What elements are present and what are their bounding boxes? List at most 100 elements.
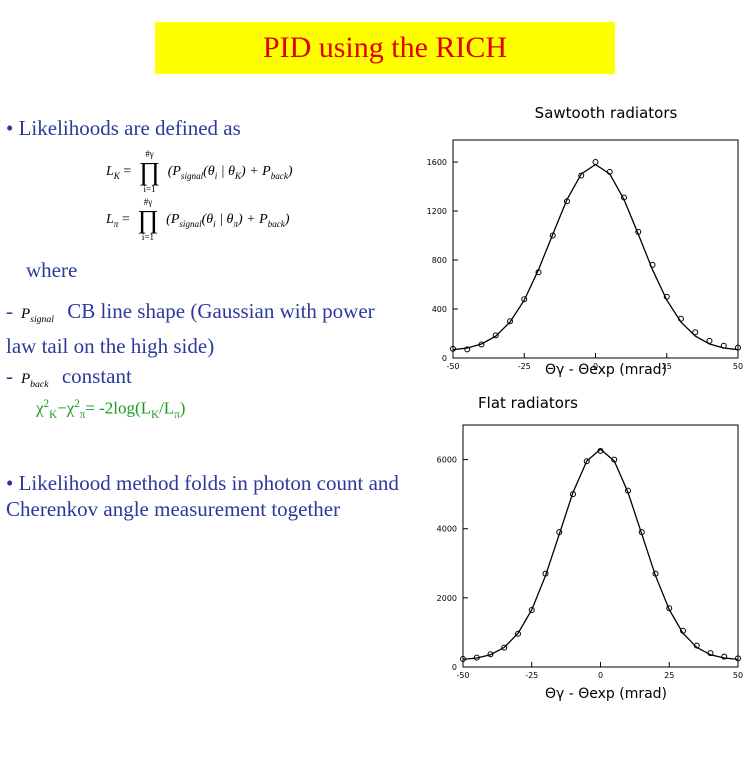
fit-line	[452, 163, 739, 351]
data-point	[564, 198, 570, 205]
data-point	[597, 447, 604, 454]
data-point	[528, 606, 535, 613]
formula-part: π	[174, 409, 180, 422]
data-point	[638, 529, 645, 536]
symbol-part: P	[21, 306, 31, 322]
formula-part: (θ	[201, 212, 214, 228]
formula-part: K	[113, 171, 120, 182]
symbol-part: P	[21, 371, 31, 387]
formula-part: π	[233, 219, 238, 230]
data-point	[460, 656, 466, 663]
data-point	[578, 172, 585, 179]
formula-part: )	[287, 164, 293, 180]
symbol-part: signal	[30, 314, 55, 325]
data-point	[606, 168, 613, 175]
plot-frame	[462, 424, 739, 668]
formula-part: K	[49, 409, 58, 422]
y-tick-label: 1600	[427, 158, 447, 167]
item-text: constant	[61, 364, 132, 388]
data-point	[693, 642, 700, 649]
data-point	[549, 232, 556, 239]
x-tick-label: 25	[664, 671, 674, 680]
formula-part: ) + P	[241, 164, 271, 180]
chart-title: Sawtooth radiators	[535, 104, 678, 122]
y-tick-label: 400	[432, 305, 447, 314]
data-point	[464, 346, 471, 353]
bullet: • Likelihoods are defined as	[6, 116, 241, 140]
data-point	[625, 487, 631, 494]
formula-part: π	[113, 219, 119, 230]
formula-part: 2	[43, 398, 50, 410]
data-point	[652, 570, 659, 577]
dash: -	[6, 299, 13, 323]
x-axis-label: Θγ - Θexp (mrad)	[545, 362, 667, 378]
formula-part: =	[123, 164, 132, 180]
data-point	[542, 570, 549, 577]
y-tick-label: 0	[452, 663, 457, 672]
formula-part: = -2log(L	[85, 398, 152, 418]
formula-part: ∏	[137, 205, 159, 234]
data-point	[649, 261, 656, 268]
data-point	[478, 341, 485, 348]
fit-line	[462, 448, 739, 661]
x-tick-label: -25	[518, 362, 531, 371]
formula-part: /L	[159, 398, 175, 418]
formula-part: ∏	[138, 157, 161, 186]
x-axis-label: Θγ - Θexp (mrad)	[545, 686, 667, 702]
formula: Lπ = #γ ∏ i=1 (Psignal(θi | θπ) + Pback)	[106, 198, 290, 242]
chi-formula: χ2K−χ2π= -2log(LK/Lπ)	[36, 398, 185, 421]
data-point	[450, 345, 456, 352]
data-point	[501, 644, 508, 651]
data-point	[635, 228, 642, 235]
data-point	[666, 605, 673, 612]
formula-part: K	[151, 409, 160, 422]
y-tick-label: 1200	[427, 207, 447, 216]
formula-part: =	[121, 212, 130, 228]
chart-title: Flat radiators	[478, 394, 578, 412]
x-tick-label: 50	[733, 362, 743, 371]
data-point	[721, 653, 728, 660]
formula-part: i=1	[143, 184, 156, 194]
data-point	[570, 491, 576, 498]
data-point	[521, 296, 528, 303]
x-tick-label: 50	[733, 671, 743, 680]
data-point	[707, 650, 714, 657]
formula-part: #γ	[145, 149, 154, 159]
formula-part: )	[179, 398, 186, 418]
product: #γ ∏ i=1	[137, 198, 158, 242]
formula-part: (θ	[203, 164, 215, 180]
data-point	[706, 337, 713, 344]
y-tick-label: 0	[442, 354, 447, 363]
data-point	[735, 344, 741, 351]
data-point	[556, 529, 563, 536]
symbol-part: back	[30, 379, 49, 390]
formula-part: | θ	[217, 164, 235, 180]
formula-part: π	[79, 409, 86, 422]
item-text: CB line shape (Gaussian with power law t…	[6, 299, 375, 358]
formula-part: −χ	[57, 398, 75, 418]
y-tick-label: 6000	[437, 456, 457, 465]
list-item: - Pback constant	[6, 364, 132, 390]
list-item: - Psignal CB line shape (Gaussian with po…	[6, 298, 406, 359]
x-tick-label: -25	[525, 671, 538, 680]
product: #γ ∏ i=1	[139, 150, 160, 194]
data-point	[663, 293, 670, 300]
dash: -	[6, 364, 13, 388]
formula-part: #γ	[143, 197, 153, 207]
formula-part: back	[270, 171, 288, 182]
formula-part: 2	[74, 398, 80, 410]
x-tick-label: 0	[598, 671, 603, 680]
data-point	[583, 458, 590, 465]
slide-title: PID using the RICH	[155, 22, 615, 74]
y-tick-label: 2000	[437, 594, 457, 603]
data-point	[492, 332, 499, 339]
formula-part: K	[234, 171, 242, 182]
data-point	[473, 654, 480, 661]
data-point	[507, 318, 513, 325]
data-point	[678, 315, 684, 322]
data-point	[535, 269, 542, 276]
x-tick-label: 0	[593, 362, 598, 371]
data-point	[621, 194, 627, 201]
formula-part: i=1	[141, 232, 154, 242]
